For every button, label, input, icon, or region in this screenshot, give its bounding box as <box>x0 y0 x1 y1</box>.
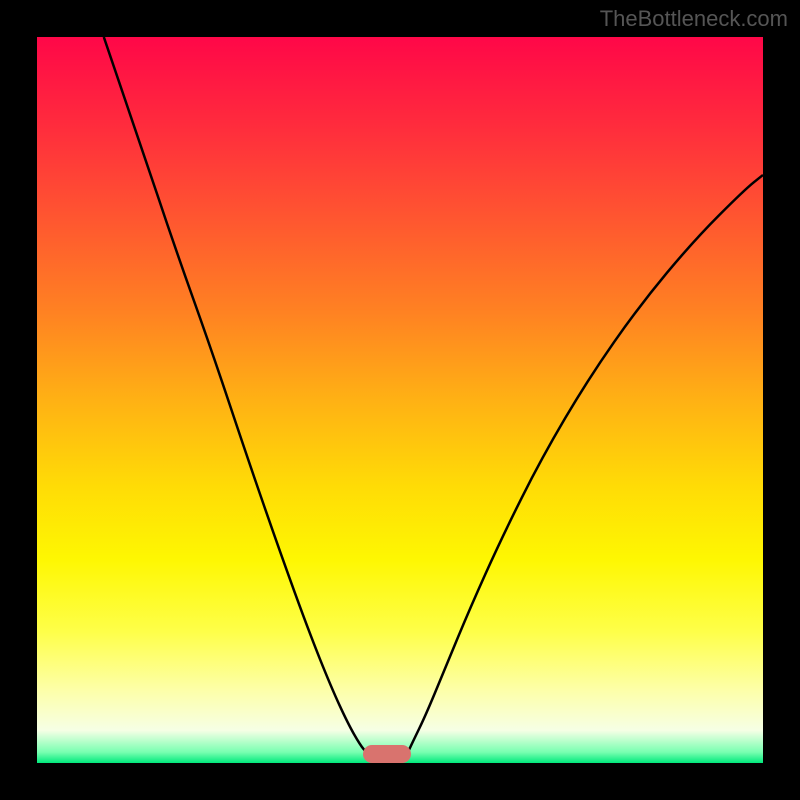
bottleneck-curves <box>37 37 763 763</box>
curve-right-branch <box>407 175 763 754</box>
plot-area <box>37 37 763 763</box>
curve-left-branch <box>104 37 368 754</box>
optimal-marker <box>363 745 411 763</box>
watermark-text: TheBottleneck.com <box>600 6 788 32</box>
